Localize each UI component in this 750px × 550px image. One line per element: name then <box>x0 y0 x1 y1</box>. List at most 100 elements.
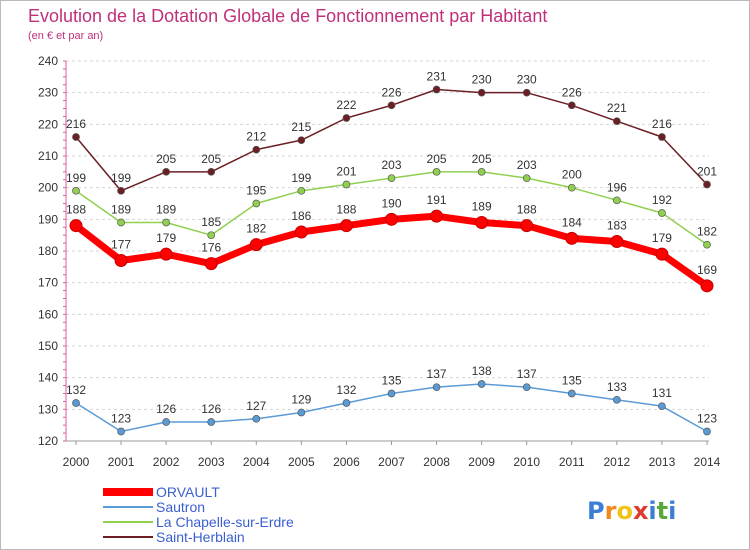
y-tick-label: 170 <box>38 276 58 290</box>
data-label: 200 <box>562 168 582 182</box>
data-label: 182 <box>246 222 266 236</box>
data-label: 205 <box>201 152 221 166</box>
data-point <box>117 427 125 436</box>
data-point <box>477 88 486 97</box>
data-point <box>252 145 261 154</box>
data-label: 199 <box>291 171 311 185</box>
data-label: 195 <box>246 184 266 198</box>
data-point <box>294 225 308 239</box>
data-label: 182 <box>697 225 717 239</box>
data-label: 132 <box>336 383 356 397</box>
data-point <box>700 279 714 293</box>
data-point <box>567 183 576 192</box>
data-label: 188 <box>517 203 537 217</box>
data-label: 176 <box>201 241 221 255</box>
data-label: 126 <box>156 402 176 416</box>
data-point <box>477 380 486 388</box>
data-point <box>430 209 444 223</box>
data-label: 129 <box>291 393 311 407</box>
logo-letter: t <box>657 497 668 525</box>
data-point <box>567 101 576 110</box>
x-tick-label: 2013 <box>649 455 676 469</box>
data-point <box>475 216 489 229</box>
data-point <box>387 389 396 398</box>
data-point <box>658 209 666 217</box>
data-label: 179 <box>652 231 672 245</box>
y-tick-label: 130 <box>38 402 58 416</box>
data-label: 189 <box>156 203 176 217</box>
data-label: 230 <box>472 73 492 87</box>
logo-letter: i <box>668 497 676 525</box>
data-label: 138 <box>472 364 492 378</box>
data-label: 135 <box>562 374 582 388</box>
data-label: 205 <box>156 152 176 166</box>
y-tick-label: 180 <box>38 244 58 258</box>
data-point <box>658 133 666 141</box>
data-point <box>432 85 441 94</box>
data-label: 212 <box>246 130 266 144</box>
data-label: 184 <box>562 215 582 229</box>
logo-letter: o <box>616 497 633 525</box>
data-label: 133 <box>607 380 627 394</box>
y-tick-label: 190 <box>38 212 58 226</box>
data-label: 226 <box>562 85 582 99</box>
data-label: 185 <box>201 215 221 229</box>
y-tick-label: 140 <box>38 371 58 385</box>
data-point <box>703 427 711 436</box>
data-point <box>342 180 351 189</box>
data-point <box>162 167 170 176</box>
data-point <box>342 399 351 407</box>
data-point <box>613 395 621 404</box>
data-point <box>522 88 531 97</box>
data-label: 201 <box>697 165 717 179</box>
data-label: 230 <box>517 73 537 87</box>
y-tick-label: 120 <box>38 434 58 448</box>
data-point <box>565 231 579 245</box>
data-label: 215 <box>291 120 311 134</box>
x-tick-label: 2008 <box>423 455 450 469</box>
legend-label: Saint-Herblain <box>156 529 245 545</box>
y-tick-label: 160 <box>38 307 58 321</box>
x-tick-label: 2014 <box>694 455 721 469</box>
data-point <box>477 167 486 176</box>
data-label: 127 <box>246 399 266 413</box>
data-label: 131 <box>652 386 672 400</box>
data-point <box>114 254 128 267</box>
logo-letter: i <box>648 497 656 525</box>
data-point <box>342 114 351 122</box>
chart-subtitle: (en € et par an) <box>28 30 103 42</box>
legend-label: La Chapelle-sur-Erdre <box>156 514 294 530</box>
data-label: 203 <box>381 158 401 172</box>
data-point <box>432 167 441 176</box>
data-point <box>297 136 306 145</box>
y-tick-label: 150 <box>38 339 58 353</box>
data-label: 226 <box>381 85 401 99</box>
data-label: 216 <box>652 117 672 131</box>
data-point <box>385 212 398 226</box>
data-label: 221 <box>607 101 627 115</box>
logo-letter: r <box>605 497 617 525</box>
x-tick-label: 2002 <box>153 455 180 469</box>
data-label: 123 <box>697 412 717 426</box>
data-label: 205 <box>427 152 447 166</box>
chart-title: Evolution de la Dotation Globale de Fonc… <box>28 6 547 26</box>
data-point <box>72 186 80 195</box>
grid <box>66 60 709 442</box>
y-tick-label: 210 <box>38 149 58 163</box>
data-point <box>432 383 441 392</box>
data-label: 192 <box>652 193 672 207</box>
data-point <box>207 231 216 240</box>
data-label: 183 <box>607 219 627 233</box>
data-label: 231 <box>427 70 447 84</box>
data-label: 169 <box>697 263 717 277</box>
data-point <box>387 174 396 183</box>
y-tick-label: 230 <box>38 86 58 100</box>
logo-letter: P <box>587 497 605 525</box>
x-tick-label: 2010 <box>513 455 540 469</box>
data-label: 186 <box>291 209 311 223</box>
x-tick-label: 2012 <box>604 455 631 469</box>
data-point <box>703 240 711 249</box>
data-point <box>387 101 396 110</box>
data-point <box>252 414 261 423</box>
